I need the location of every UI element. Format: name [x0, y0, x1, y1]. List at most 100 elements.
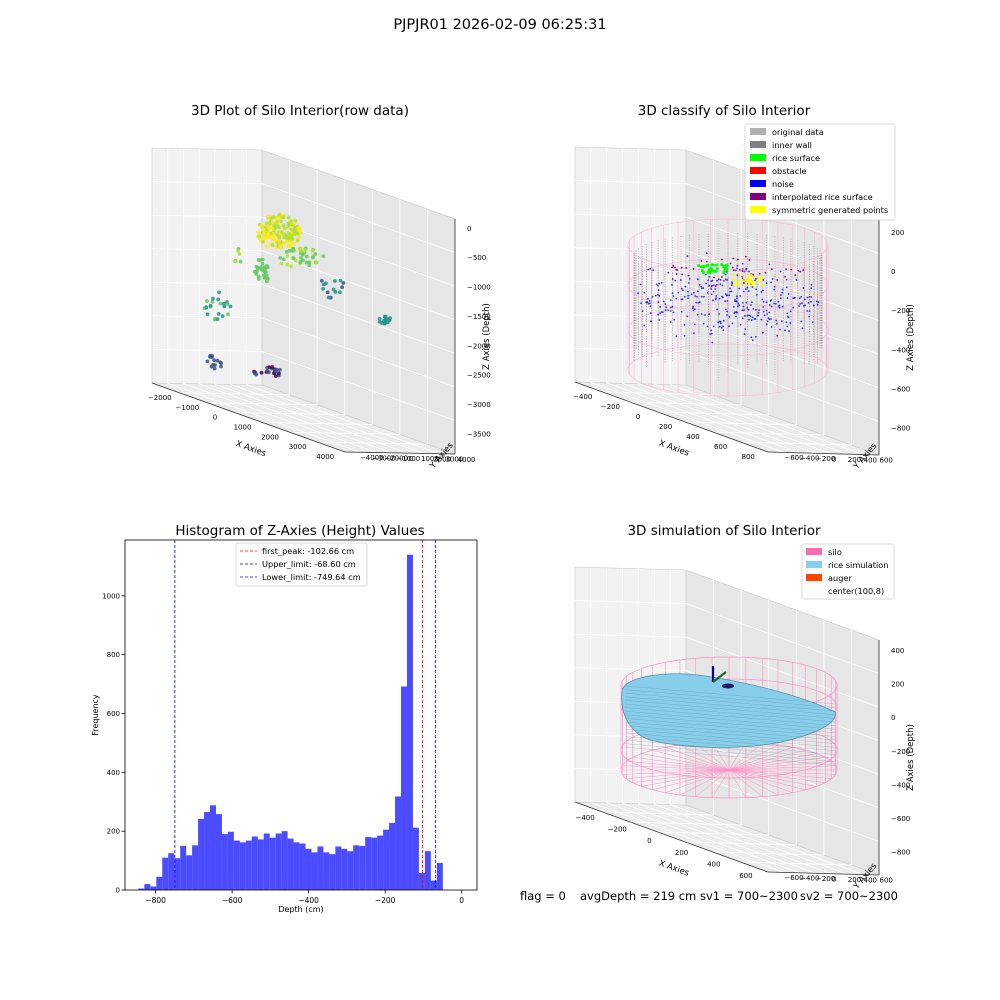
noise-point [649, 312, 652, 314]
noise-point [657, 313, 659, 316]
noise-point [660, 311, 663, 313]
noise-point [669, 310, 672, 312]
noise-point [781, 305, 784, 308]
interpolated-point [770, 281, 772, 284]
noise-point [647, 297, 649, 300]
interpolated-point [742, 282, 745, 284]
symmetric-point [740, 282, 744, 285]
noise-point [812, 304, 815, 307]
noise-point [700, 313, 703, 315]
histogram-bar [383, 829, 390, 890]
histogram-bar [389, 822, 396, 890]
x-tick-label: 0 [647, 837, 651, 845]
noise-point [715, 295, 718, 297]
rice-mesh-line [624, 696, 836, 715]
y-axis-line [344, 451, 456, 455]
noise-point [762, 279, 765, 281]
y-tick-label: 4000 [458, 456, 476, 464]
grid-line [151, 214, 263, 218]
noise-point [639, 283, 642, 286]
noise-point [741, 268, 744, 270]
noise-point [795, 279, 798, 281]
interpolated-point [731, 266, 734, 269]
histogram-bar [192, 845, 199, 890]
data-point [297, 235, 302, 240]
noise-point [637, 292, 639, 295]
rice-surface-point [709, 267, 713, 271]
grid-line [261, 250, 456, 321]
data-point [277, 212, 282, 217]
rice-mesh-line [624, 721, 836, 741]
interpolated-point [685, 267, 688, 269]
noise-point [798, 305, 801, 307]
noise-point [754, 318, 757, 320]
noise-point [711, 279, 714, 282]
noise-point [640, 302, 642, 305]
noise-point [687, 297, 689, 300]
noise-point [708, 313, 711, 315]
noise-point [758, 309, 761, 312]
data-point [276, 217, 281, 221]
noise-point [651, 295, 654, 298]
data-point [216, 311, 221, 316]
noise-point [693, 308, 696, 311]
grid-line [712, 431, 824, 436]
interpolated-point [671, 266, 673, 269]
noise-point [801, 302, 803, 305]
grid-line [214, 383, 409, 454]
noise-point [675, 297, 678, 300]
noise-point [731, 322, 734, 325]
noise-point [770, 305, 773, 308]
noise-point [768, 304, 771, 306]
histogram-bar [275, 833, 282, 890]
legend-label: auger [828, 573, 852, 583]
noise-point [746, 286, 749, 289]
data-point [212, 366, 217, 371]
data-point [205, 299, 209, 303]
interpolated-point [715, 283, 718, 286]
data-point [275, 220, 279, 224]
noise-point [786, 312, 789, 315]
grid-line [574, 600, 687, 605]
data-point [228, 304, 233, 309]
interpolated-point [687, 274, 690, 277]
noise-point [700, 295, 703, 298]
histogram-bar [371, 837, 378, 890]
grid-line [151, 315, 263, 319]
legend-label: symmetric generated points [772, 205, 888, 215]
noise-point [714, 298, 717, 301]
noise-point [780, 320, 783, 323]
noise-point [752, 307, 755, 310]
silo-floor-spoke [632, 769, 730, 783]
noise-point [648, 300, 651, 302]
data-point [220, 314, 225, 319]
noise-point [721, 284, 724, 287]
noise-point [773, 285, 776, 288]
noise-point [723, 279, 725, 282]
noise-point [724, 308, 727, 311]
x-tick-label: 200 [675, 849, 688, 857]
rice-mesh-line [624, 736, 836, 755]
x-tick-label: −200 [601, 403, 620, 411]
z-tick-label: −1500 [467, 313, 491, 321]
grid-line [183, 383, 377, 453]
data-point [257, 234, 262, 239]
grid-line [685, 351, 880, 422]
z-tick-label: −600 [891, 385, 910, 393]
noise-point [671, 292, 674, 295]
noise-point [803, 298, 806, 301]
rice-mesh-line [624, 725, 836, 744]
noise-point [706, 291, 709, 294]
histogram-bar [424, 851, 431, 890]
legend-swatch [806, 548, 822, 555]
noise-point [657, 301, 660, 303]
noise-point [760, 318, 763, 321]
rice-surface-point [722, 271, 726, 275]
noise-point [810, 287, 813, 290]
noise-point [760, 291, 763, 293]
interpolated-point [681, 273, 684, 276]
y-tick-label: 200 [848, 456, 861, 464]
noise-point [784, 329, 786, 332]
noise-point [741, 317, 744, 320]
interpolated-point [671, 278, 674, 280]
